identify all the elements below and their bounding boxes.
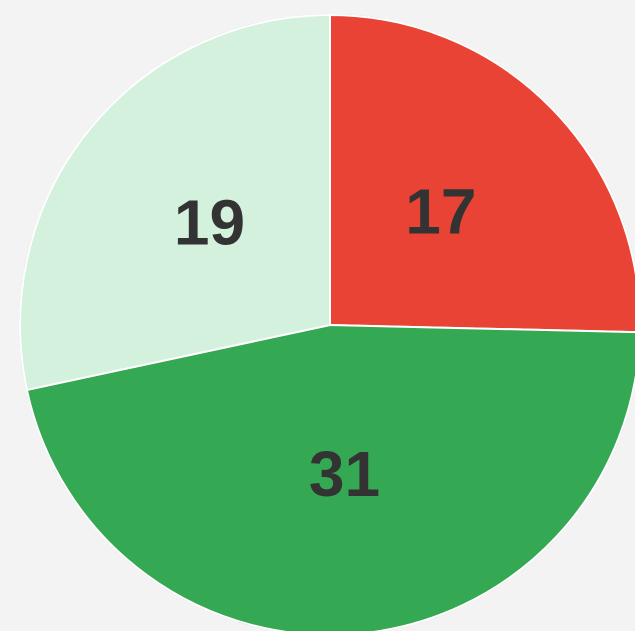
slice-label: 31 <box>309 438 380 510</box>
slice-label: 19 <box>174 186 245 258</box>
pie-slice <box>19 13 331 392</box>
slice-label: 17 <box>405 176 476 248</box>
pie-slice <box>25 323 635 631</box>
